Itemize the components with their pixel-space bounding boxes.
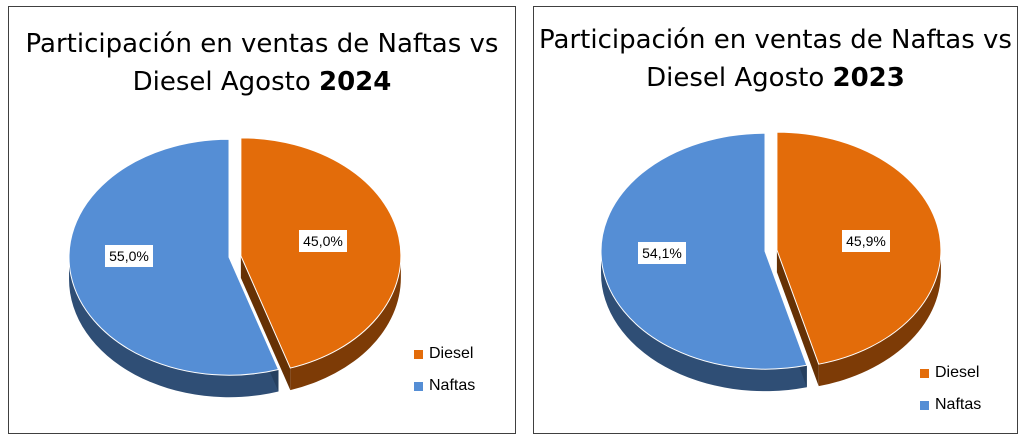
data-label-naftas: 54,1% [642, 245, 682, 261]
pie-slice-naftas [68, 138, 280, 376]
chart-title: Participación en ventas de Naftas vs Die… [534, 21, 1017, 97]
legend-item-naftas: Naftas [414, 370, 475, 402]
data-label-box-naftas [105, 245, 153, 267]
legend-swatch-naftas [414, 381, 423, 391]
pie-side-naftas [69, 257, 279, 398]
legend-label-naftas: Naftas [429, 377, 476, 394]
legend-item-diesel: Diesel [414, 338, 475, 370]
pie-side-diesel [818, 250, 941, 387]
legend-label-diesel: Diesel [935, 364, 980, 381]
legend-item-diesel: Diesel [920, 357, 981, 389]
legend-swatch-diesel [414, 349, 423, 359]
data-label-naftas: 55,0% [109, 248, 149, 264]
data-label-box-naftas [638, 242, 686, 264]
chart-2024: Participación en ventas de Naftas vs Die… [8, 6, 516, 434]
pie-slice-naftas [600, 132, 808, 370]
data-label-box-diesel [842, 230, 890, 252]
chart-2023: Participación en ventas de Naftas vs Die… [533, 6, 1018, 434]
chart-title-year: 2024 [319, 67, 392, 97]
pie-side-diesel [290, 255, 401, 391]
legend: Diesel Naftas [414, 338, 475, 402]
data-label-box-diesel [299, 230, 347, 252]
pie-chart: 45,9% 54,1% [600, 131, 942, 392]
chart-title-year: 2023 [832, 63, 905, 93]
pie-cut-diesel-1 [240, 255, 291, 391]
data-label-diesel: 45,9% [846, 233, 886, 249]
legend-swatch-diesel [920, 368, 929, 378]
legend-item-naftas: Naftas [920, 389, 981, 421]
legend-label-diesel: Diesel [429, 345, 474, 362]
pie-side-naftas [601, 251, 807, 392]
legend: Diesel Naftas [920, 357, 981, 421]
chart-title-text: Participación en ventas de Naftas vs Die… [25, 29, 499, 97]
data-label-diesel: 45,0% [303, 233, 343, 249]
legend-swatch-naftas [920, 400, 929, 410]
chart-title-text: Participación en ventas de Naftas vs Die… [539, 25, 1012, 93]
pie-chart: 45,0% 55,0% [68, 137, 402, 398]
chart-title: Participación en ventas de Naftas vs Die… [9, 25, 515, 101]
pie-cut-diesel-1 [776, 250, 819, 387]
legend-label-naftas: Naftas [935, 396, 982, 413]
pie-slice-diesel [240, 137, 402, 369]
